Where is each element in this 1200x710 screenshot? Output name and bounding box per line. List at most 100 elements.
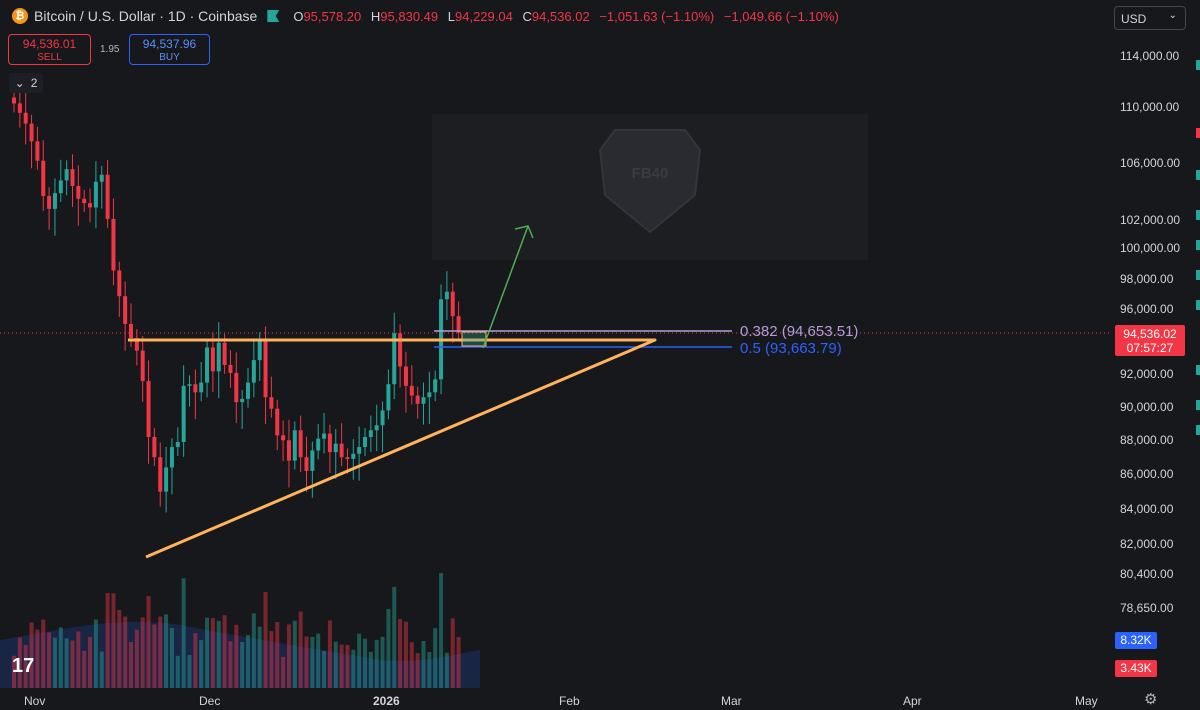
candle-body xyxy=(363,436,367,448)
candle-body xyxy=(269,397,274,409)
volume-bar xyxy=(298,611,303,688)
candle-body xyxy=(76,186,81,199)
candle-body xyxy=(181,385,186,442)
breakout-arrow-head xyxy=(514,225,534,239)
candle-body xyxy=(23,112,28,124)
candle-body xyxy=(193,384,198,393)
volume-bar xyxy=(228,641,233,688)
candle-body xyxy=(187,384,192,386)
volume-bar xyxy=(409,642,414,688)
time-label: Apr xyxy=(903,694,922,708)
volume-bar xyxy=(374,639,379,688)
volume-bar xyxy=(304,636,309,688)
volume-bar xyxy=(415,653,420,688)
fib-05-label: 0.5 (93,663.79) xyxy=(740,340,842,357)
breakout-arrow[interactable] xyxy=(482,225,529,349)
price-label: 90,000.00 xyxy=(1120,400,1174,414)
volume-bar xyxy=(333,641,338,688)
candle-body xyxy=(403,366,408,386)
volume-bar xyxy=(17,637,22,688)
volume-bar xyxy=(129,641,133,688)
volume-bar xyxy=(76,631,81,688)
ascending-triangle[interactable] xyxy=(128,338,657,559)
candle-body xyxy=(298,430,303,458)
sell-label: SELL xyxy=(37,52,62,63)
candle-body xyxy=(251,360,256,383)
ohlc-change: −1,051.63 (−1.10%) xyxy=(599,8,715,24)
currency-select[interactable]: USD ⌄ xyxy=(1114,6,1186,30)
volume-bar xyxy=(433,628,438,688)
candle-body xyxy=(292,430,297,461)
candle-body xyxy=(105,174,110,219)
candle-body xyxy=(29,123,34,142)
price-label: 82,000.00 xyxy=(1120,537,1174,551)
volume-bar xyxy=(152,624,157,688)
volume-bar xyxy=(281,656,286,688)
candle-body xyxy=(129,323,133,338)
ohlc-close: 94,536.02 xyxy=(531,8,590,24)
candle-body xyxy=(275,408,280,436)
bitcoin-icon: ₿ xyxy=(12,8,28,24)
candle-body xyxy=(392,333,397,385)
time-label: Feb xyxy=(559,694,580,708)
volume-bar xyxy=(58,627,63,688)
candle-body xyxy=(169,447,174,468)
spread-value: 1.95 xyxy=(100,44,120,55)
ohlc-open: 95,578.20 xyxy=(303,8,362,24)
candle-body xyxy=(93,181,98,208)
candle-body xyxy=(257,341,262,361)
volume-bar xyxy=(251,613,256,688)
indicators-toggle[interactable]: ⌄ 2 xyxy=(9,73,43,93)
volume-bar xyxy=(292,620,297,688)
candle-body xyxy=(210,347,215,372)
volume-bar xyxy=(47,632,52,688)
symbol-header: ₿ Bitcoin / U.S. Dollar · 1D · Coinbase … xyxy=(0,0,1105,32)
candle-body xyxy=(351,453,356,459)
candle-body xyxy=(41,160,46,196)
price-label: 78,650.00 xyxy=(1120,601,1174,615)
buy-button[interactable]: 94,537.96 BUY xyxy=(129,34,210,65)
ohlc-high: 95,830.49 xyxy=(380,8,439,24)
volume-bar xyxy=(82,650,87,688)
last-price: 94,536.02 xyxy=(1123,327,1177,341)
volume-buy-tag: 8.32K xyxy=(1115,632,1157,649)
currency-label: USD xyxy=(1121,12,1147,26)
candle-body xyxy=(386,384,391,411)
candle-body xyxy=(398,333,403,367)
volume-sell-tag: 3.43K xyxy=(1115,660,1157,677)
candle-body xyxy=(47,195,52,209)
gear-icon[interactable]: ⚙ xyxy=(1144,691,1158,708)
volume-bar xyxy=(193,633,198,688)
sell-button[interactable]: 94,536.01 SELL xyxy=(8,34,91,65)
volume-bar xyxy=(444,652,449,688)
candle-body xyxy=(58,180,63,194)
entry-zone[interactable] xyxy=(461,331,487,347)
volume-bar xyxy=(181,578,186,688)
fib-382-label: 0.382 (94,653.51) xyxy=(740,323,859,340)
volume-bar xyxy=(99,651,104,688)
tradingview-logo-icon: 17 xyxy=(12,655,35,677)
candle-body xyxy=(444,291,449,300)
volume-bar xyxy=(386,608,391,688)
price-label: 100,000.00 xyxy=(1120,241,1181,255)
symbol-title[interactable]: Bitcoin / U.S. Dollar · 1D · Coinbase xyxy=(34,8,258,24)
last-price-tag[interactable]: 94,536.02 07:57:27 xyxy=(1115,325,1185,356)
time-label: 2026 xyxy=(373,694,400,708)
volume-bar xyxy=(363,638,367,688)
candle-body xyxy=(35,141,40,161)
candle-body xyxy=(409,385,414,396)
candle-body xyxy=(146,380,151,437)
candle-body xyxy=(263,341,268,398)
candle-body xyxy=(111,218,116,271)
volume-bar xyxy=(403,621,408,688)
volume-bar xyxy=(140,617,145,688)
flag-icon[interactable] xyxy=(267,10,280,22)
candle-body xyxy=(99,174,104,182)
candle-body xyxy=(339,443,344,458)
volume-bar xyxy=(392,586,397,688)
price-label: 84,000.00 xyxy=(1120,502,1174,516)
volume-bar xyxy=(368,651,373,688)
candle-body xyxy=(357,447,362,454)
